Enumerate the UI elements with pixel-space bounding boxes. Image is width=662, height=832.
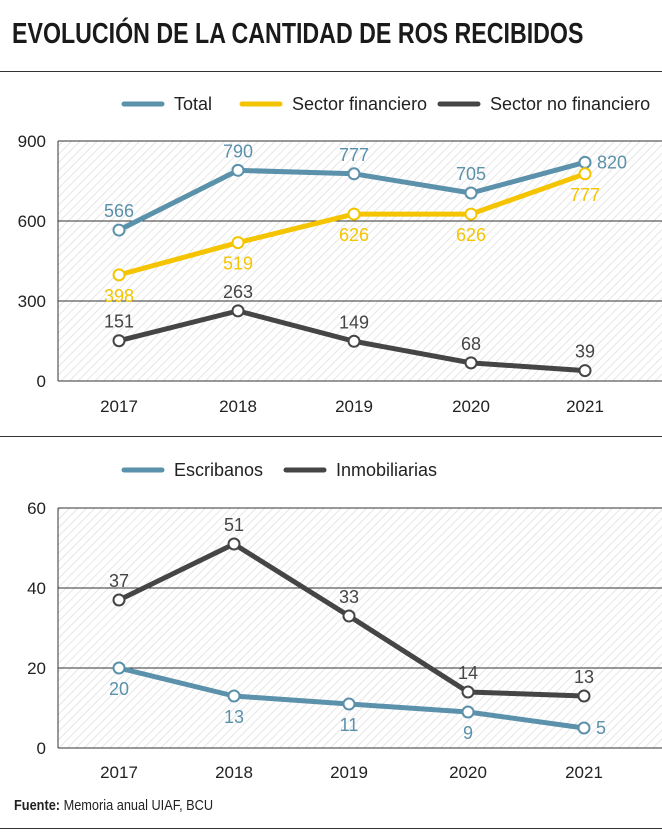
- data-point: [578, 167, 592, 181]
- x-tick-label: 2019: [330, 763, 368, 782]
- legend-label-sector-no-financiero: Sector no financiero: [490, 94, 650, 114]
- data-label: 149: [339, 312, 369, 332]
- page-title: EVOLUCIÓN DE LA CANTIDAD DE ROS RECIBIDO…: [12, 18, 584, 50]
- data-point: [577, 721, 591, 735]
- data-point: [231, 236, 245, 250]
- data-point: [231, 304, 245, 318]
- y-tick-label: 0: [37, 372, 46, 391]
- data-point: [112, 593, 126, 607]
- y-tick-label: 20: [27, 659, 46, 678]
- source-text: Memoria anual UIAF, BCU: [63, 797, 214, 814]
- data-label: 11: [340, 715, 359, 735]
- y-tick-label: 300: [18, 292, 46, 311]
- data-label: 9: [463, 723, 473, 743]
- data-label: 33: [339, 587, 359, 607]
- data-point: [464, 207, 478, 221]
- x-tick-label: 2019: [335, 397, 373, 416]
- data-point: [112, 268, 126, 282]
- data-point: [342, 697, 356, 711]
- ros-total-chart: 0 300 600 900 2017 2018 2019 2020 2021 Total Secto…: [18, 94, 662, 416]
- data-point: [577, 689, 591, 703]
- data-label: 151: [104, 312, 134, 332]
- data-point: [347, 334, 361, 348]
- data-point: [461, 685, 475, 699]
- data-point: [112, 661, 126, 675]
- data-point: [578, 155, 592, 169]
- data-point: [227, 537, 241, 551]
- data-label: 13: [224, 707, 244, 727]
- legend-label-total: Total: [174, 94, 212, 114]
- legend-label-escribanos: Escribanos: [174, 460, 263, 480]
- data-point: [227, 689, 241, 703]
- data-point: [231, 163, 245, 177]
- source-note: Fuente: Memoria anual UIAF, BCU: [14, 797, 213, 814]
- data-label: 626: [339, 225, 369, 245]
- x-tick-label: 2017: [100, 397, 138, 416]
- y-tick-label: 60: [27, 499, 46, 518]
- data-label: 705: [456, 164, 486, 184]
- data-label: 398: [104, 286, 134, 306]
- data-label: 790: [223, 141, 253, 161]
- data-label: 5: [596, 718, 606, 738]
- y-tick-label: 900: [18, 132, 46, 151]
- data-point: [342, 609, 356, 623]
- data-label: 37: [109, 571, 129, 591]
- data-label: 566: [104, 201, 134, 221]
- ros-sector-chart: 0 20 40 60 2017 2018 2019 2020 2021 Escribanos Inm…: [27, 460, 662, 782]
- data-label: 51: [224, 515, 244, 535]
- data-point: [578, 364, 592, 378]
- data-label: 263: [223, 282, 253, 302]
- data-label: 626: [456, 225, 486, 245]
- data-label: 777: [339, 145, 369, 165]
- data-point: [112, 334, 126, 348]
- footer-divider: [0, 828, 662, 829]
- x-tick-label: 2021: [565, 763, 603, 782]
- y-tick-label: 0: [37, 739, 46, 758]
- data-label: 820: [597, 152, 627, 172]
- y-tick-label: 600: [18, 212, 46, 231]
- data-point: [347, 207, 361, 221]
- data-label: 39: [575, 342, 595, 362]
- y-tick-label: 40: [27, 579, 46, 598]
- data-label: 519: [223, 254, 253, 274]
- plot-area: [58, 508, 662, 748]
- legend-label-inmobiliarias: Inmobiliarias: [336, 460, 437, 480]
- x-tick-label: 2018: [215, 763, 253, 782]
- data-point: [347, 167, 361, 181]
- x-tick-label: 2018: [219, 397, 257, 416]
- data-label: 777: [570, 185, 600, 205]
- data-point: [464, 186, 478, 200]
- title-divider: [0, 71, 662, 72]
- x-tick-label: 2020: [452, 397, 490, 416]
- legend-label-sector-financiero: Sector financiero: [292, 94, 427, 114]
- data-point: [461, 705, 475, 719]
- chart-divider: [0, 436, 662, 437]
- x-tick-label: 2020: [449, 763, 487, 782]
- data-label: 68: [461, 334, 481, 354]
- x-tick-label: 2017: [100, 763, 138, 782]
- data-label: 14: [458, 663, 478, 683]
- data-label: 13: [574, 667, 594, 687]
- data-point: [112, 223, 126, 237]
- data-label: 20: [109, 679, 129, 699]
- x-tick-label: 2021: [566, 397, 604, 416]
- source-label: Fuente:: [14, 797, 61, 814]
- data-point: [464, 356, 478, 370]
